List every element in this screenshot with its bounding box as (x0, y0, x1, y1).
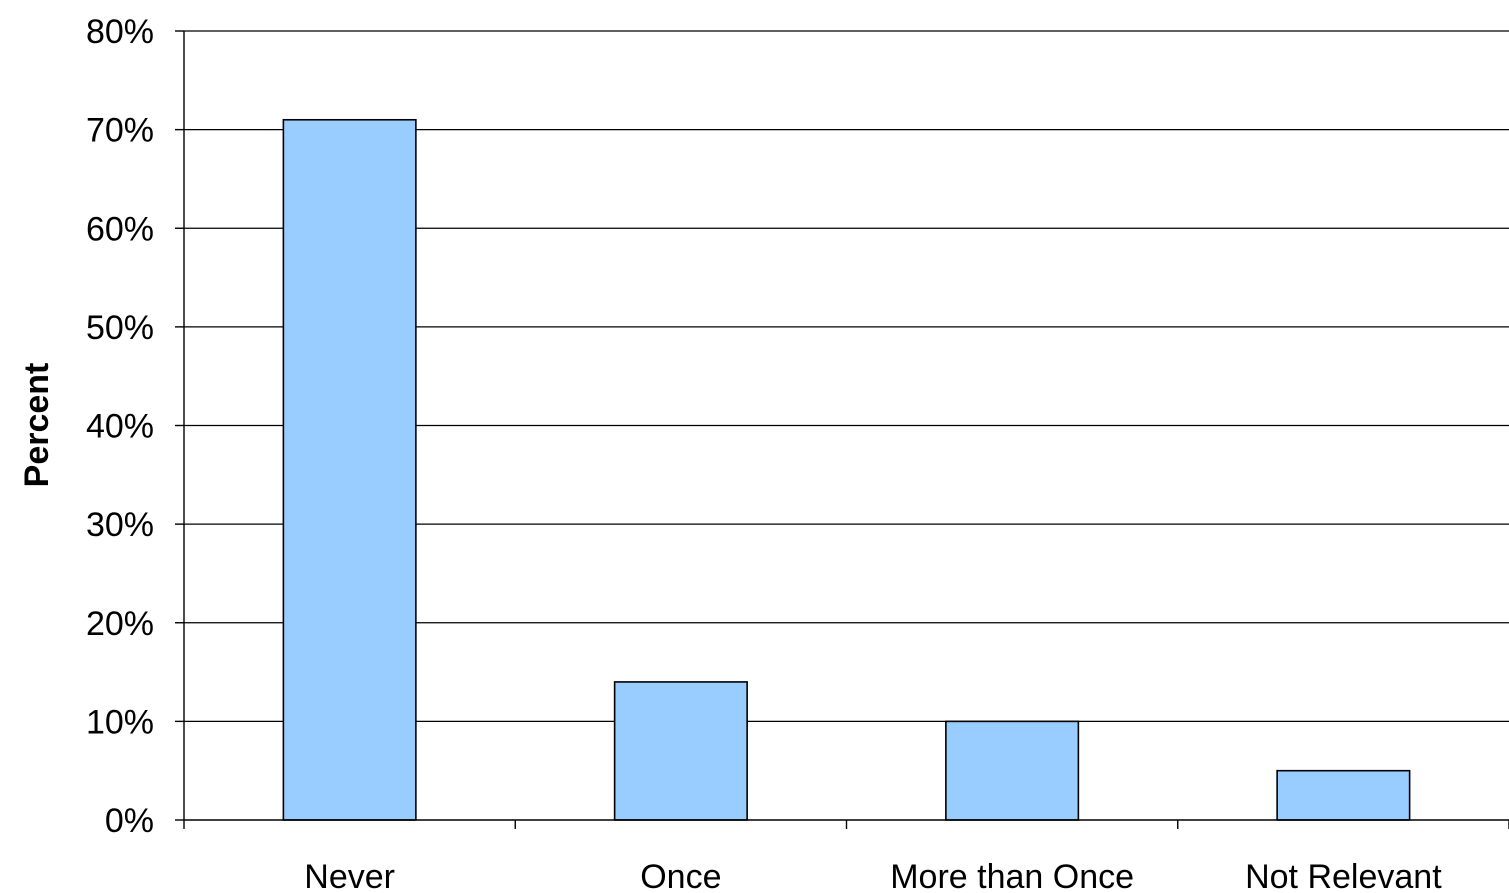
axes (175, 30, 1509, 829)
x-category-label: Once (640, 858, 721, 893)
y-tick-label: 0% (105, 802, 154, 840)
y-tick-label: 80% (86, 13, 154, 51)
y-tick-label: 50% (86, 309, 154, 347)
y-tick-label: 20% (86, 605, 154, 643)
x-category-label: More than Once (890, 858, 1134, 893)
y-tick-label: 60% (86, 210, 154, 248)
y-tick-label: 70% (86, 112, 154, 150)
y-tick-label: 40% (86, 408, 154, 446)
bar (613, 681, 748, 821)
y-tick-label: 10% (86, 703, 154, 741)
bars (282, 118, 1411, 821)
bar (1276, 769, 1411, 821)
x-category-label: Never (304, 858, 395, 893)
x-category-labels: Never Once More than Once Not Relevant (304, 858, 1442, 893)
y-tick-labels: 0% 10% 20% 30% 40% 50% 60% 70% 80% (86, 13, 154, 840)
y-tick-label: 30% (86, 506, 154, 544)
y-axis-title: Percent (18, 363, 56, 488)
x-category-label: Not Relevant (1245, 858, 1442, 893)
bar (282, 118, 417, 821)
bar (945, 720, 1080, 821)
